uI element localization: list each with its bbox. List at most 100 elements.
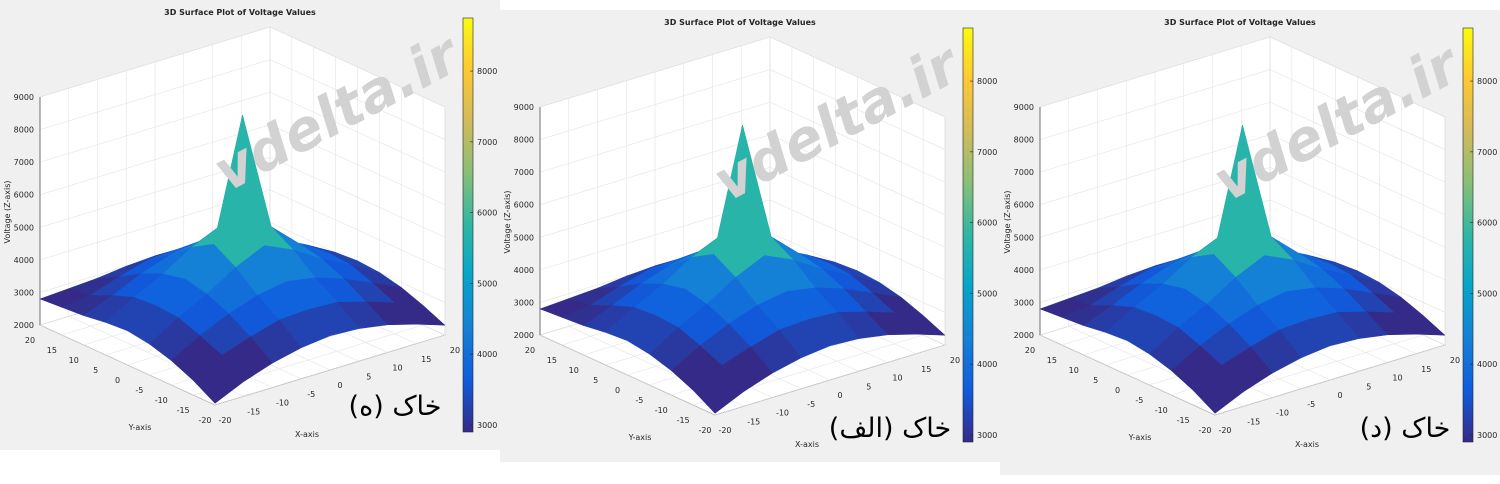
y-tick-label: -5 <box>635 396 643 405</box>
z-tick-label: 4000 <box>1014 266 1034 275</box>
colorbar-tick-label: 6000 <box>477 209 497 218</box>
y-grid-line <box>714 117 946 416</box>
x-tick-label: -20 <box>1218 426 1231 435</box>
annotation: خاک (ه) <box>349 391 442 422</box>
y-tick-label: -20 <box>198 416 211 425</box>
y-grid-line <box>1214 117 1446 416</box>
z-tick-label: 2000 <box>1014 331 1034 340</box>
z-tick-label: 7000 <box>14 158 34 167</box>
y-tick-label: 20 <box>1025 346 1035 355</box>
chart-title: 3D Surface Plot of Voltage Values <box>164 8 316 17</box>
colorbar-tick-label: 4000 <box>977 360 997 369</box>
z-tick-label: 3000 <box>514 298 534 307</box>
colorbar <box>462 17 474 433</box>
x-tick-label: 5 <box>1366 382 1371 391</box>
x-tick-label: 0 <box>337 381 342 390</box>
y-tick-label: 10 <box>1069 366 1079 375</box>
chart-panel: 2000 3000 4000 5000 6000 7000 8000 9000 -20 -15 -1… <box>1000 10 1500 475</box>
z-tick-label: 3000 <box>14 288 34 297</box>
x-tick-label: 15 <box>421 355 431 364</box>
x-axis-label: X-axis <box>795 440 819 449</box>
y-tick-label: 20 <box>525 346 535 355</box>
colorbar-tick-label: 8000 <box>977 77 997 86</box>
y-tick-label: 5 <box>93 366 98 375</box>
y-tick-label: 15 <box>47 346 57 355</box>
colorbar-tick-label: 8000 <box>1477 77 1497 86</box>
chart-panel: 20003000400050006000700080009000-20-15-1… <box>500 10 1000 462</box>
x-tick-label: 5 <box>366 372 371 381</box>
y-tick-label: -15 <box>177 406 190 415</box>
z-tick-label: 7000 <box>1014 168 1034 177</box>
z-tick-label: 6000 <box>514 201 534 210</box>
x-tick-label: 5 <box>866 382 871 391</box>
colorbar-tick-label: 5000 <box>477 279 497 288</box>
colorbar-tick-label: 6000 <box>1477 219 1497 228</box>
x-axis-label: X-axis <box>295 430 319 439</box>
z-tick-label: 7000 <box>514 168 534 177</box>
surface-cell <box>192 354 245 404</box>
colorbar-tick-label: 7000 <box>977 148 997 157</box>
colorbar-tick-label: 3000 <box>477 421 497 430</box>
z-tick-label: 3000 <box>1014 298 1034 307</box>
colorbar <box>962 27 974 443</box>
x-tick-label: 15 <box>1421 365 1431 374</box>
x-tick-label: 15 <box>921 365 931 374</box>
z-tick-label: 8000 <box>14 126 34 135</box>
y-tick-label: -20 <box>1198 426 1211 435</box>
y-tick-label: -15 <box>1177 416 1190 425</box>
z-tick-label: 5000 <box>1014 233 1034 242</box>
z-axis-label: Voltage (Z-axis) <box>1003 190 1012 253</box>
chart-panel: 20003000400050006000700080009000-20-15-1… <box>0 0 500 450</box>
z-tick-label: 4000 <box>514 266 534 275</box>
y-tick-label: -10 <box>1155 406 1168 415</box>
z-tick-label: 9000 <box>14 93 34 102</box>
z-tick-label: 6000 <box>1014 201 1034 210</box>
chart-title: 3D Surface Plot of Voltage Values <box>1164 18 1316 27</box>
x-tick-label: 20 <box>450 346 460 355</box>
y-tick-label: 0 <box>115 376 120 385</box>
y-grid-line <box>693 107 924 406</box>
x-tick-label: 10 <box>392 364 402 373</box>
y-tick-label: 10 <box>69 356 79 365</box>
colorbar-tick-label: 8000 <box>477 67 497 76</box>
z-tick-label: 9000 <box>1014 103 1034 112</box>
y-tick-label: 10 <box>569 366 579 375</box>
x-tick-label: 20 <box>1450 356 1460 365</box>
colorbar-tick-label: 5000 <box>1477 289 1497 298</box>
y-tick-label: -10 <box>155 396 168 405</box>
x-tick-label: 20 <box>950 356 960 365</box>
x-tick-label: -10 <box>1276 409 1289 418</box>
z-tick-label: 4000 <box>14 256 34 265</box>
colorbar-tick-label: 7000 <box>1477 148 1497 157</box>
x-tick-label: -20 <box>218 416 231 425</box>
colorbar <box>1462 27 1474 443</box>
x-tick-label: 10 <box>1392 374 1402 383</box>
chart-title: 3D Surface Plot of Voltage Values <box>664 18 816 27</box>
y-grid-line <box>1193 107 1424 406</box>
surface-cell <box>692 364 745 414</box>
x-tick-label: 0 <box>1337 391 1342 400</box>
x-tick-label: -20 <box>718 426 731 435</box>
colorbar-tick-label: 4000 <box>1477 360 1497 369</box>
z-tick-label: 9000 <box>514 103 534 112</box>
y-grid-line <box>214 107 446 406</box>
x-tick-label: -15 <box>247 407 260 416</box>
y-tick-label: -10 <box>655 406 668 415</box>
x-tick-label: 10 <box>892 374 902 383</box>
colorbar-tick-label: 7000 <box>477 138 497 147</box>
y-tick-label: 15 <box>547 356 557 365</box>
colorbar-tick-label: 6000 <box>977 219 997 228</box>
x-tick-label: -10 <box>776 409 789 418</box>
y-tick-label: -5 <box>1135 396 1143 405</box>
y-axis-label: Y-axis <box>628 433 652 442</box>
z-tick-label: 2000 <box>14 321 34 330</box>
colorbar-tick-label: 4000 <box>477 350 497 359</box>
annotation: خاک (د) <box>1360 413 1451 444</box>
colorbar-tick-label: 3000 <box>977 431 997 440</box>
y-tick-label: -5 <box>135 386 143 395</box>
colorbar-tick-label: 5000 <box>977 289 997 298</box>
y-grid-line <box>193 97 424 396</box>
x-tick-label: -15 <box>1247 417 1260 426</box>
x-tick-label: -15 <box>747 417 760 426</box>
y-tick-label: -15 <box>677 416 690 425</box>
